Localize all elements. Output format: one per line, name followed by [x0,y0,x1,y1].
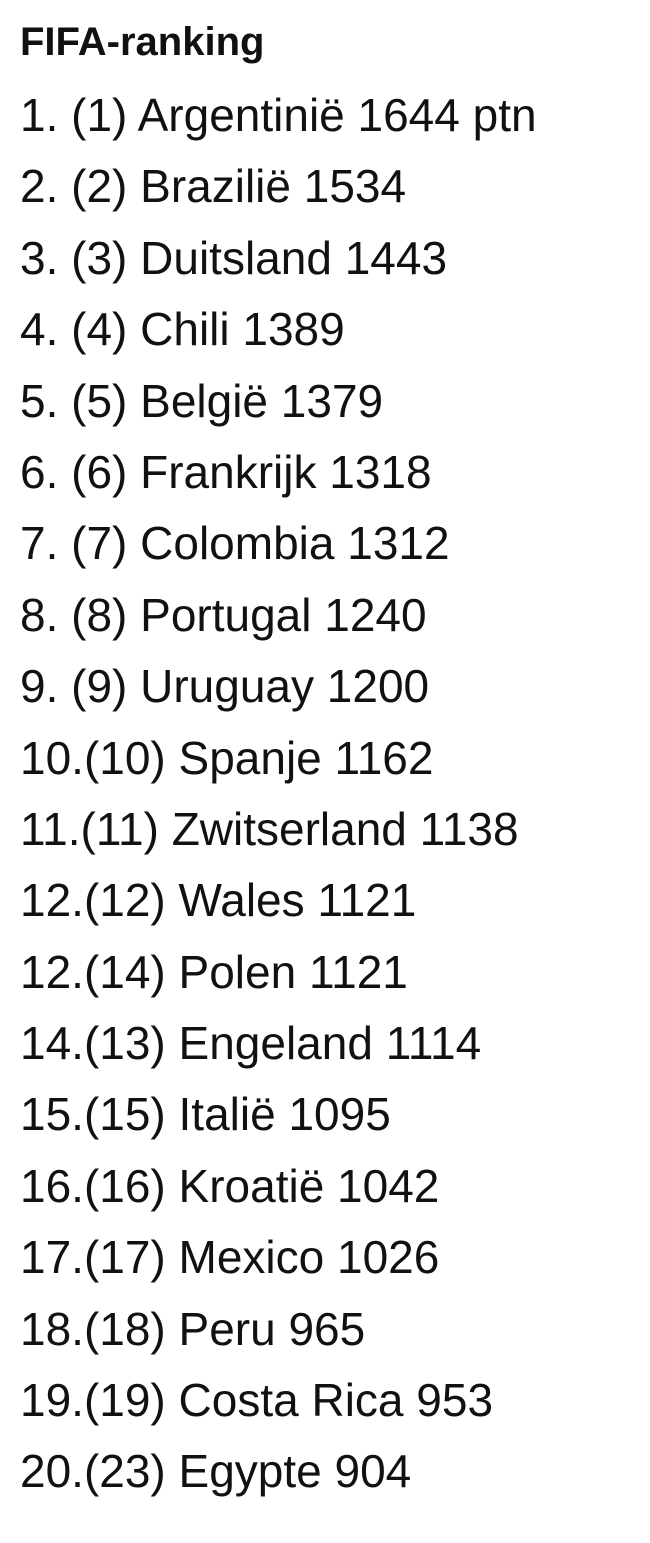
ranking-list: 1. (1) Argentinië 1644 ptn 2. (2) Brazil… [20,80,650,1508]
ranking-item: 5. (5) België 1379 [20,374,384,427]
ranking-item: 11.(11) Zwitserland 1138 [20,802,519,855]
page-title: FIFA-ranking [20,20,265,64]
ranking-item: 6. (6) Frankrijk 1318 [20,445,432,498]
ranking-item: 12.(14) Polen 1121 [20,945,408,998]
ranking-item: 1. (1) Argentinië 1644 ptn [20,89,537,141]
ranking-item: 17.(17) Mexico 1026 [20,1231,440,1284]
ranking-item: 2. (2) Brazilië 1534 [20,160,407,213]
ranking-item: 3. (3) Duitsland 1443 [20,231,448,284]
ranking-item: 9. (9) Uruguay 1200 [20,660,430,713]
ranking-item: 14.(13) Engeland 1114 [20,1017,482,1070]
ranking-item: 16.(16) Kroatië 1042 [20,1159,440,1212]
ranking-item: 4. (4) Chili 1389 [20,303,345,356]
ranking-item: 12.(12) Wales 1121 [20,874,417,927]
ranking-item: 8. (8) Portugal 1240 [20,588,427,641]
ranking-item: 20.(23) Egypte 904 [20,1445,412,1498]
ranking-item: 10.(10) Spanje 1162 [20,731,434,784]
ranking-item: 15.(15) Italië 1095 [20,1088,391,1141]
ranking-item: 19.(19) Costa Rica 953 [20,1374,494,1427]
ranking-item: 18.(18) Peru 965 [20,1302,366,1355]
ranking-item: 7. (7) Colombia 1312 [20,517,450,570]
